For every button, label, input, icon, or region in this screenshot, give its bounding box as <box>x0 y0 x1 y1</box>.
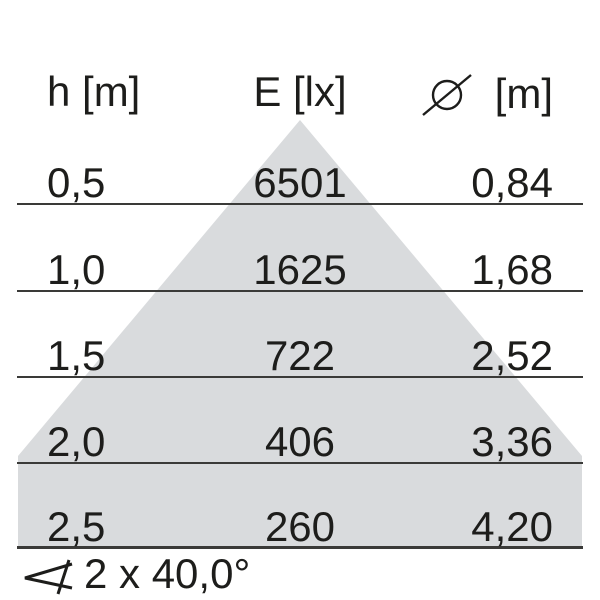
table-row: 1,0 1625 1,68 <box>0 248 600 292</box>
table-row: 1,5 722 2,52 <box>0 334 600 378</box>
height-value: 0,5 <box>47 159 106 206</box>
illuminance-value: 6501 <box>253 159 347 206</box>
table-header-row: h [m] E [lx] [m] <box>0 68 600 116</box>
diameter-icon <box>421 74 472 116</box>
illuminance-value: 260 <box>264 503 336 550</box>
table-row: 0,5 6501 0,84 <box>0 161 600 205</box>
table-row: 2,5 260 4,20 <box>0 505 600 549</box>
beam-angle-text: 2 x 40,0° <box>84 550 251 597</box>
height-value: 1,5 <box>47 332 106 379</box>
height-value: 2,0 <box>47 418 106 465</box>
height-value: 2,5 <box>47 503 106 550</box>
measured-angle-icon <box>24 559 73 595</box>
row-divider-bottom <box>17 546 583 549</box>
row-divider <box>17 290 583 292</box>
illuminance-value: 722 <box>264 332 336 379</box>
diameter-value: 3,36 <box>471 418 553 465</box>
header-illuminance: E [lx] <box>253 68 347 115</box>
illuminance-value: 406 <box>264 418 336 465</box>
diameter-value: 2,52 <box>471 332 553 379</box>
header-diameter-unit: [m] <box>494 70 553 117</box>
row-divider <box>17 462 583 464</box>
row-divider <box>17 376 583 378</box>
diameter-value: 4,20 <box>471 503 553 550</box>
illuminance-value: 1625 <box>253 246 347 293</box>
beam-angle-label: 2 x 40,0° <box>22 552 250 596</box>
height-value: 1,0 <box>47 246 106 293</box>
header-height: h [m] <box>47 68 141 115</box>
diameter-value: 1,68 <box>471 246 553 293</box>
row-divider <box>17 203 583 205</box>
table-row: 2,0 406 3,36 <box>0 420 600 464</box>
header-diameter: [m] <box>419 70 553 118</box>
diameter-value: 0,84 <box>471 159 553 206</box>
